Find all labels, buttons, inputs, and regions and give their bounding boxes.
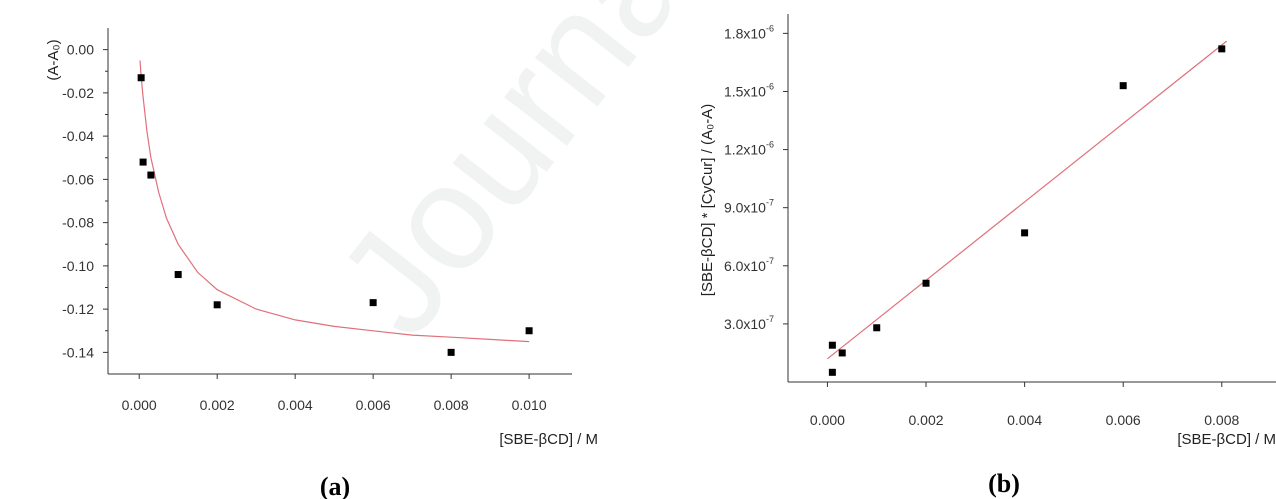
x-tick-label: 0.004 — [1007, 412, 1042, 428]
x-tick-label: 0.002 — [200, 397, 235, 413]
x-tick-label: 0.008 — [434, 397, 469, 413]
fit-line — [827, 40, 1228, 360]
data-point — [369, 299, 377, 307]
y-tick-label: 1.2x10-6 — [724, 140, 774, 158]
y-tick-label: 6.0x10-7 — [724, 256, 774, 274]
data-point — [147, 171, 155, 179]
x-ticks: 0.000 0.002 0.004 0.006 0.008 0.010 — [122, 374, 547, 413]
x-tick-label: 0.008 — [1204, 412, 1239, 428]
y-tick-label: -0.12 — [62, 301, 94, 317]
y-tick-exponent: -7 — [766, 198, 774, 208]
y-tick-label: -0.14 — [62, 344, 94, 360]
x-tick-label: 0.006 — [356, 397, 391, 413]
y-tick-label: 1.8x10-6 — [724, 23, 774, 41]
x-tick-label: 0.004 — [278, 397, 313, 413]
data-points — [137, 74, 533, 356]
y-tick-mantissa: 1.5x10 — [724, 83, 766, 99]
y-tick-exponent: -7 — [766, 314, 774, 324]
y-tick-label: 9.0x10-7 — [724, 198, 774, 216]
y-tick-label: -0.02 — [62, 85, 94, 101]
fit-curve — [139, 60, 530, 343]
y-tick-label: 3.0x10-7 — [724, 314, 774, 332]
data-point — [139, 158, 147, 166]
y-tick-exponent: -7 — [766, 256, 774, 266]
y-tick-label: 1.5x10-6 — [724, 81, 774, 99]
panel-label-a: (a) — [320, 472, 350, 499]
y-axis-label-text: (A-A₀) — [45, 39, 62, 80]
data-point — [447, 348, 455, 356]
data-point — [1119, 82, 1127, 90]
data-point — [174, 271, 182, 279]
chart-b: 3.0x10-76.0x10-79.0x10-71.2x10-61.5x10-6… — [699, 14, 1276, 498]
data-point — [828, 368, 836, 376]
y-tick-label: 0.00 — [67, 42, 94, 58]
x-tick-label: 0.002 — [908, 412, 943, 428]
data-point — [873, 324, 881, 332]
data-point — [922, 279, 930, 287]
x-axis-label: [SBE-βCD] / M — [1177, 431, 1276, 448]
y-tick-label: -0.08 — [62, 215, 94, 231]
x-tick-label: 0.006 — [1106, 412, 1141, 428]
y-tick-exponent: -6 — [766, 81, 774, 91]
y-axis-label: (A-A₀) — [45, 39, 62, 80]
data-point — [525, 327, 533, 335]
x-tick-label: 0.000 — [122, 397, 157, 413]
data-point — [1218, 45, 1226, 53]
y-tick-label: -0.10 — [62, 258, 94, 274]
y-ticks: 0.00 -0.02 -0.04 -0.06 -0.08 -0.10 -0.12 -0.14 — [62, 42, 108, 360]
x-ticks: 0.000 0.002 0.004 0.006 0.008 — [810, 382, 1240, 428]
chart-a: 0.00-0.02-0.04-0.06-0.08-0.10-0.12-0.14 … — [45, 28, 598, 499]
x-tick-label: 0.000 — [810, 412, 845, 428]
y-ticks: 3.0x10-76.0x10-79.0x10-71.2x10-61.5x10-6… — [724, 23, 788, 332]
data-point — [838, 349, 846, 357]
y-tick-mantissa: 1.8x10 — [724, 25, 766, 41]
y-tick-exponent: -6 — [766, 140, 774, 150]
y-tick-label: -0.06 — [62, 171, 94, 187]
data-points — [828, 45, 1226, 376]
x-tick-label: 0.010 — [512, 397, 547, 413]
y-tick-mantissa: 6.0x10 — [724, 258, 766, 274]
x-axis-label: [SBE-βCD] / M — [499, 431, 598, 448]
data-point — [1021, 229, 1029, 237]
y-tick-mantissa: 3.0x10 — [724, 316, 766, 332]
y-tick-label: -0.04 — [62, 128, 94, 144]
data-point — [828, 341, 836, 349]
y-tick-exponent: -6 — [766, 23, 774, 33]
data-point — [213, 301, 221, 309]
y-tick-mantissa: 9.0x10 — [724, 200, 766, 216]
data-point — [137, 74, 145, 82]
y-tick-mantissa: 1.2x10 — [724, 142, 766, 158]
y-axis-label: [SBE-βCD] * [CyCur] / (A₀-A) — [699, 104, 716, 296]
panel-label-b: (b) — [988, 469, 1020, 498]
